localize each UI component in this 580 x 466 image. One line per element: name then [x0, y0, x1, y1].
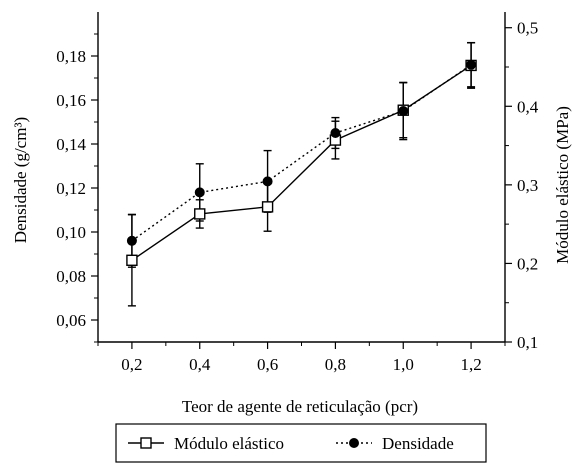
- left-y-tick-label: 0,18: [56, 47, 86, 66]
- data-marks: [126, 41, 477, 307]
- right-axis-label: Módulo elástico (MPa): [553, 106, 572, 264]
- x-axis-label: Teor de agente de reticulação (pcr): [182, 397, 418, 416]
- left-y-tick-label: 0,10: [56, 223, 86, 242]
- right-y-tick-label: 0,5: [517, 19, 538, 38]
- x-tick-label: 0,4: [189, 355, 211, 374]
- left-y-tick-label: 0,14: [56, 135, 86, 154]
- left-y-tick-label: 0,06: [56, 311, 86, 330]
- point-modulo: [126, 254, 138, 266]
- legend-marker-modulo: [140, 437, 152, 449]
- left-y-tick-label: 0,12: [56, 179, 86, 198]
- axes: 0,2 0,4 0,6 0,8 1,0 1,2 0,06 0,08 0,10 0,12 0,14 0,…: [56, 12, 539, 374]
- point-densidade: [194, 187, 205, 198]
- legend-marker-densidade: [349, 438, 359, 448]
- point-densidade: [398, 106, 409, 116]
- left-y-tick-label: 0,08: [56, 267, 86, 286]
- point-modulo: [194, 208, 206, 220]
- legend-label-densidade: Densidade: [382, 434, 454, 453]
- x-tick-label: 0,2: [121, 355, 142, 374]
- legend: Módulo elástico Densidade: [115, 423, 487, 463]
- x-tick-label: 0,8: [325, 355, 346, 374]
- x-tick-label: 0,6: [257, 355, 278, 374]
- right-y-tick-label: 0,2: [517, 254, 538, 273]
- left-y-tick-label: 0,16: [56, 91, 86, 110]
- point-densidade: [330, 128, 341, 138]
- legend-label-modulo: Módulo elástico: [174, 434, 284, 453]
- x-tick-label: 1,2: [460, 355, 481, 374]
- point-densidade: [126, 235, 137, 246]
- right-y-tick-label: 0,3: [517, 176, 538, 195]
- point-densidade: [466, 59, 477, 70]
- left-axis-label: Densidade (g/cm³): [11, 117, 30, 243]
- x-tick-label: 1,0: [393, 355, 414, 374]
- point-densidade: [262, 176, 273, 187]
- right-y-tick-label: 0,1: [517, 333, 538, 352]
- series-line-modulo: [131, 64, 472, 261]
- point-modulo: [261, 201, 274, 213]
- legend-box: [115, 423, 487, 463]
- series-line-densidade: [131, 64, 472, 242]
- right-y-tick-label: 0,4: [517, 97, 539, 116]
